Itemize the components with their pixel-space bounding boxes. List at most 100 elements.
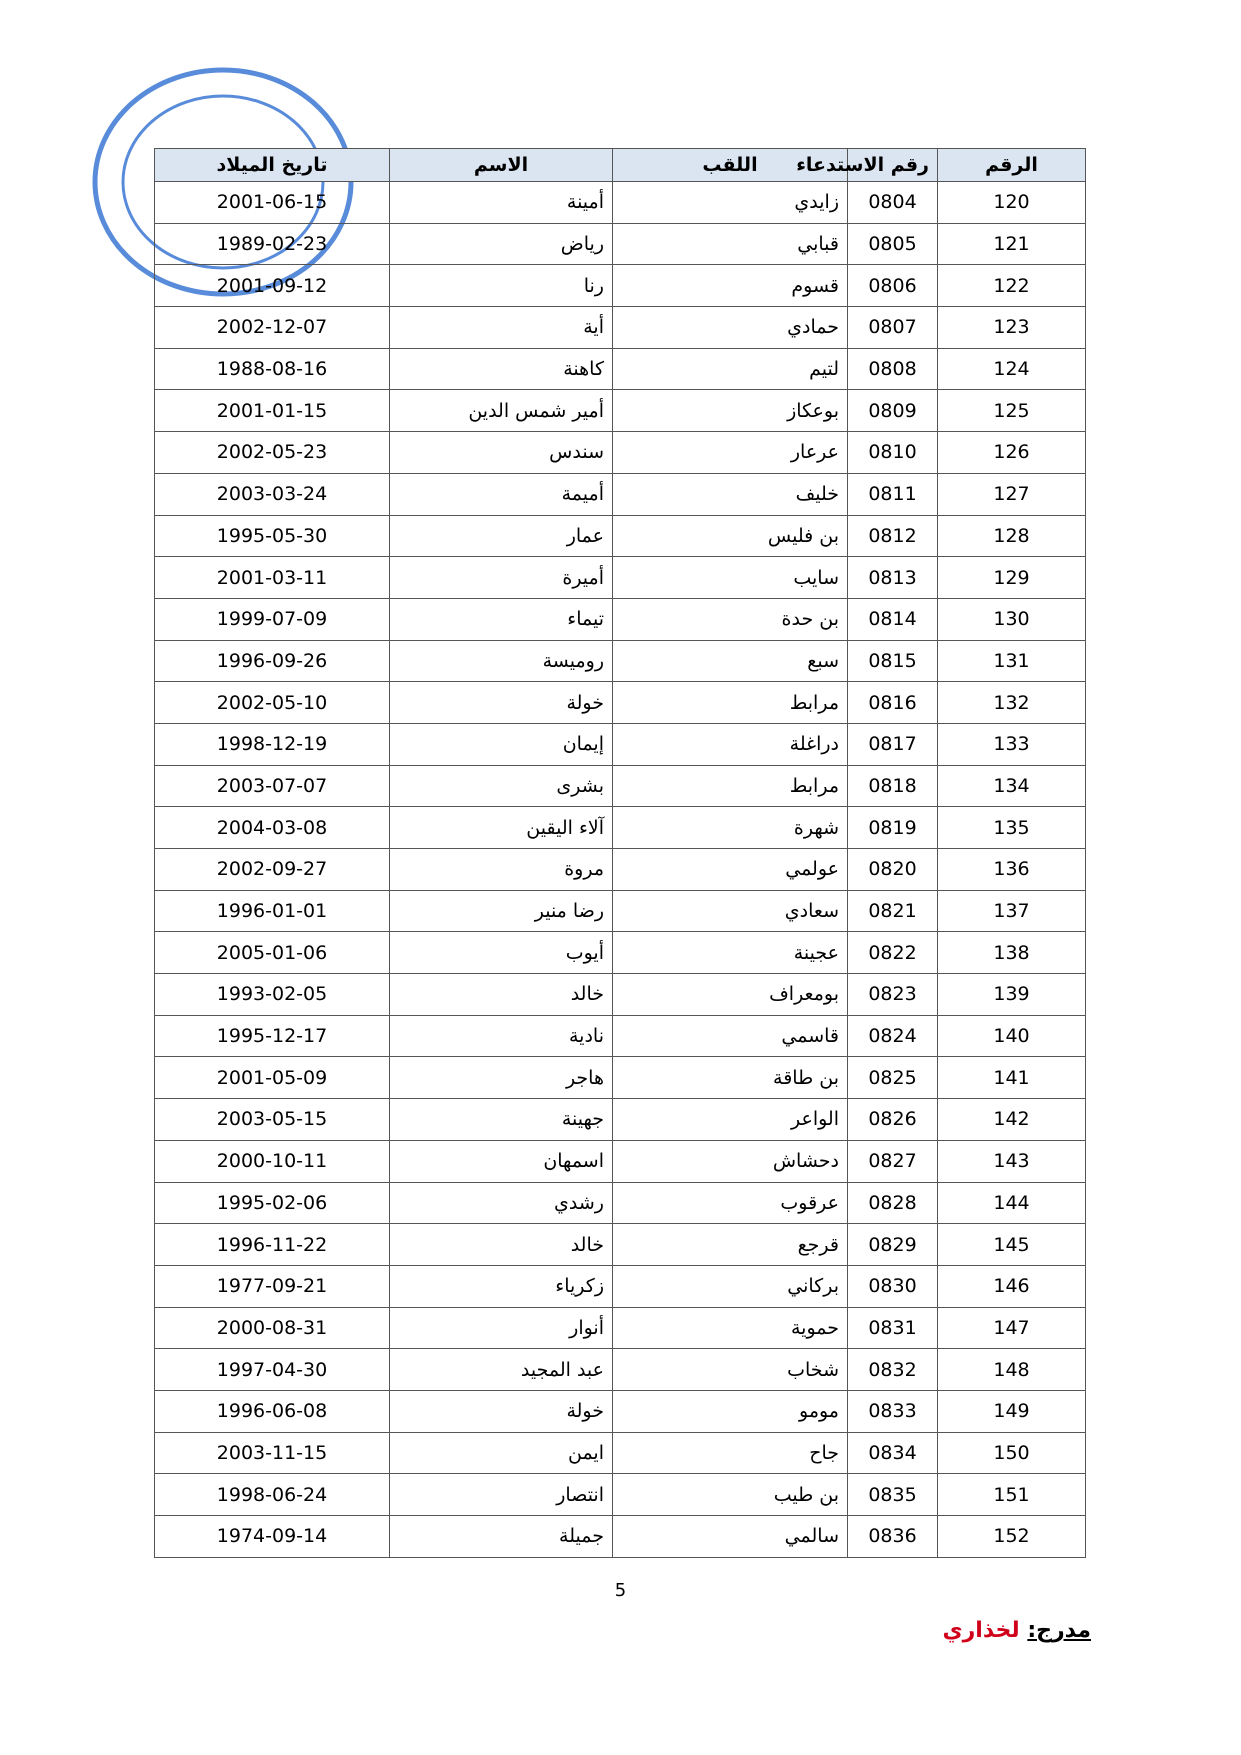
- table-cell: 1997-04-30: [154, 1348, 390, 1391]
- table-cell: 2001-05-09: [154, 1056, 390, 1100]
- table-cell: 0806: [847, 264, 938, 308]
- table-cell: 0828: [847, 1181, 938, 1225]
- table-row: 130 0814 بن حدة تيماء 1999-07-09: [154, 597, 1086, 641]
- table-cell: 149: [937, 1389, 1086, 1433]
- table-row: 134 0818 مرابط بشرى 2003-07-07: [154, 764, 1086, 808]
- table-cell: أمير شمس الدين: [389, 389, 613, 433]
- table-row: 146 0830 بركاني زكرياء 1977-09-21: [154, 1264, 1086, 1308]
- table-cell: 0822: [847, 931, 938, 975]
- table-row: 121 0805 قبابي رياض 1989-02-23: [154, 222, 1086, 266]
- table-cell: 141: [937, 1056, 1086, 1100]
- table-cell: 0830: [847, 1264, 938, 1308]
- table-cell: 2001-06-15: [154, 181, 390, 224]
- table-cell: 0826: [847, 1098, 938, 1141]
- table-row: 145 0829 قرجع خالد 1996-11-22: [154, 1223, 1086, 1266]
- table-cell: 134: [937, 764, 1086, 808]
- table-cell: 1996-06-08: [154, 1389, 390, 1433]
- table-cell: مرابط: [612, 681, 848, 724]
- table-row: 131 0815 سبع روميسة 1996-09-26: [154, 639, 1086, 683]
- table-cell: 0808: [847, 347, 938, 391]
- table-cell: قرجع: [612, 1223, 848, 1266]
- table-cell: 132: [937, 681, 1086, 724]
- table-cell: رضا منير: [389, 889, 613, 933]
- table-cell: بومعراف: [612, 973, 848, 1016]
- table-cell: سالمي: [612, 1515, 848, 1558]
- table-cell: رياض: [389, 222, 613, 266]
- table-cell: أمينة: [389, 181, 613, 224]
- table-cell: 136: [937, 848, 1086, 891]
- table-cell: أيوب: [389, 931, 613, 975]
- table-cell: مرابط: [612, 764, 848, 808]
- table-cell: 127: [937, 472, 1086, 516]
- table-cell: كاهنة: [389, 347, 613, 391]
- table-cell: لتيم: [612, 347, 848, 391]
- table-cell: 1988-08-16: [154, 347, 390, 391]
- table-cell: أنوار: [389, 1306, 613, 1350]
- table-cell: 146: [937, 1264, 1086, 1308]
- table-cell: بن طاقة: [612, 1056, 848, 1100]
- table-cell: 128: [937, 514, 1086, 558]
- table-row: 135 0819 شهرة آلاء اليقين 2004-03-08: [154, 806, 1086, 849]
- table-cell: 124: [937, 347, 1086, 391]
- table-row: 126 0810 عرعار سندس 2002-05-23: [154, 431, 1086, 474]
- table-cell: 0818: [847, 764, 938, 808]
- table-row: 132 0816 مرابط خولة 2002-05-10: [154, 681, 1086, 724]
- table-cell: مروة: [389, 848, 613, 891]
- column-header: الرقم: [937, 148, 1086, 182]
- table-cell: رشدي: [389, 1181, 613, 1225]
- table-cell: 0805: [847, 222, 938, 266]
- candidates-table: الرقم رقم الاستدعاء اللقب الاسم تاريخ الميلا…: [154, 148, 1086, 1558]
- table-cell: زايدي: [612, 181, 848, 224]
- footer: مدرج: لخذاري: [942, 1618, 1091, 1643]
- table-cell: خولة: [389, 1389, 613, 1433]
- table-cell: 2003-07-07: [154, 764, 390, 808]
- table-cell: 2000-08-31: [154, 1306, 390, 1350]
- table-cell: 133: [937, 722, 1086, 766]
- table-cell: 137: [937, 889, 1086, 933]
- table-cell: 125: [937, 389, 1086, 433]
- table-cell: عمار: [389, 514, 613, 558]
- table-row: 128 0812 بن فليس عمار 1995-05-30: [154, 514, 1086, 558]
- table-cell: بن فليس: [612, 514, 848, 558]
- table-cell: جاح: [612, 1431, 848, 1475]
- table-cell: 2005-01-06: [154, 931, 390, 975]
- table-cell: سندس: [389, 431, 613, 474]
- table-cell: دراغلة: [612, 722, 848, 766]
- table-cell: 0834: [847, 1431, 938, 1475]
- table-row: 151 0835 بن طيب انتصار 1998-06-24: [154, 1473, 1086, 1516]
- table-cell: 0817: [847, 722, 938, 766]
- table-cell: 0804: [847, 181, 938, 224]
- column-header: اللقب: [612, 148, 848, 182]
- table-cell: 121: [937, 222, 1086, 266]
- table-cell: 1995-12-17: [154, 1014, 390, 1058]
- table-cell: شخاب: [612, 1348, 848, 1391]
- table-cell: حمادي: [612, 306, 848, 349]
- table-cell: الواعر: [612, 1098, 848, 1141]
- table-cell: 1999-07-09: [154, 597, 390, 641]
- table-cell: سعادي: [612, 889, 848, 933]
- table-cell: 150: [937, 1431, 1086, 1475]
- table-cell: 1993-02-05: [154, 973, 390, 1016]
- table-cell: 2001-09-12: [154, 264, 390, 308]
- table-cell: 148: [937, 1348, 1086, 1391]
- column-header: رقم الاستدعاء: [796, 148, 938, 182]
- table-cell: نادية: [389, 1014, 613, 1058]
- table-row: 141 0825 بن طاقة هاجر 2001-05-09: [154, 1056, 1086, 1100]
- table-row: 122 0806 قسوم رنا 2001-09-12: [154, 264, 1086, 308]
- table-cell: قبابي: [612, 222, 848, 266]
- table-cell: 0810: [847, 431, 938, 474]
- table-cell: أميرة: [389, 556, 613, 599]
- table-cell: عرقوب: [612, 1181, 848, 1225]
- table-cell: 0813: [847, 556, 938, 599]
- table-row: 124 0808 لتيم كاهنة 1988-08-16: [154, 347, 1086, 391]
- table-cell: 2000-10-11: [154, 1139, 390, 1183]
- table-row: 125 0809 بوعكاز أمير شمس الدين 2001-01-15: [154, 389, 1086, 433]
- table-cell: 2002-05-23: [154, 431, 390, 474]
- table-cell: بوعكاز: [612, 389, 848, 433]
- table-cell: 2003-03-24: [154, 472, 390, 516]
- table-cell: زكرياء: [389, 1264, 613, 1308]
- table-cell: 1977-09-21: [154, 1264, 390, 1308]
- table-cell: بشرى: [389, 764, 613, 808]
- table-cell: 0835: [847, 1473, 938, 1516]
- table-cell: 151: [937, 1473, 1086, 1516]
